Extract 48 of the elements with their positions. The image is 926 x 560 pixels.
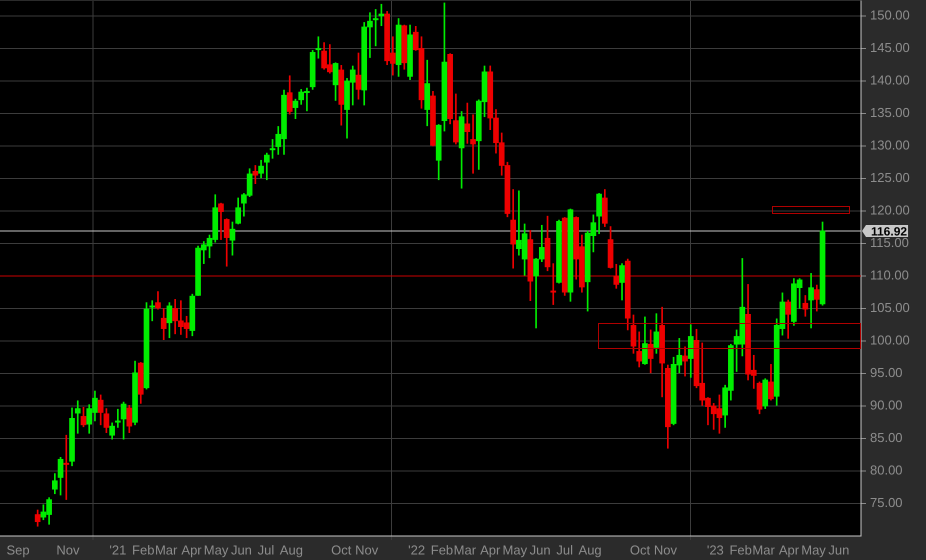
y-tick-label: 135.00: [870, 105, 910, 120]
x-tick-label: Oct: [331, 542, 352, 558]
y-tick-label: 75.00: [870, 495, 903, 510]
y-tick-label: 105.00: [870, 300, 910, 316]
x-tick-label: Mar: [454, 542, 477, 558]
y-tick-label: 90.00: [870, 398, 903, 413]
candlestick: [270, 139, 276, 159]
x-tick-label: Apr: [181, 542, 202, 558]
y-tick-label: 145.00: [870, 40, 910, 56]
candlestick: [682, 346, 688, 376]
y-tick-label: 85.00: [870, 430, 903, 446]
x-tick-label: Nov: [56, 542, 80, 558]
x-tick-label: Apr: [480, 542, 502, 558]
y-tick-label: 120.00: [870, 202, 910, 218]
y-tick-label: 80.00: [870, 462, 903, 478]
y-tick-label: 150.00: [870, 8, 910, 23]
x-tick-label: Aug: [280, 542, 303, 558]
candlestick: [470, 114, 476, 174]
x-tick-label: Feb: [132, 542, 154, 558]
x-tick-label: Jun: [828, 542, 850, 558]
x-tick-label: May: [502, 542, 528, 558]
y-tick-label: 140.00: [870, 72, 910, 88]
x-tick-label: Mar: [154, 542, 178, 558]
y-tick-label: 95.00: [870, 365, 903, 380]
x-tick-label: Sep: [6, 542, 30, 558]
x-tick-label: Feb: [430, 542, 454, 558]
y-tick-label: 100.00: [870, 332, 910, 348]
candlestick: [808, 273, 814, 328]
x-tick-label: '23: [706, 542, 724, 558]
x-tick-label: Apr: [778, 542, 800, 558]
x-tick-label: Jul: [556, 542, 574, 558]
x-tick-label: May: [204, 542, 229, 558]
y-tick-label: 125.00: [870, 170, 910, 186]
x-tick-label: Nov: [654, 542, 678, 558]
x-tick-label: Aug: [578, 542, 602, 558]
x-tick-label: May: [801, 542, 826, 558]
x-tick-label: Jul: [258, 542, 274, 558]
x-tick-label: '22: [408, 542, 426, 558]
x-tick-label: '21: [109, 542, 126, 558]
x-tick-label: Mar: [752, 542, 776, 558]
x-tick-label: Oct: [630, 542, 651, 558]
x-tick-label: Nov: [355, 542, 379, 558]
x-tick-label: Feb: [729, 542, 752, 558]
candlestick: [218, 202, 224, 240]
x-tick-label: Jun: [530, 542, 551, 558]
x-tick-label: Jun: [230, 542, 252, 558]
y-tick-label: 130.00: [870, 138, 910, 153]
y-tick-label: 110.00: [870, 268, 909, 283]
